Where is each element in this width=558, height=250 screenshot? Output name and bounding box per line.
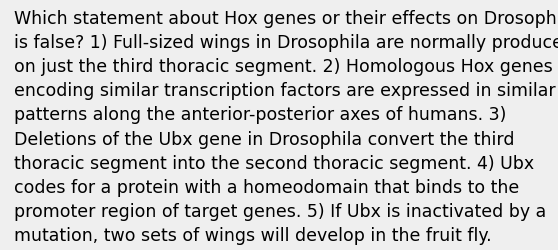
Text: Deletions of the Ubx gene in Drosophila convert the third: Deletions of the Ubx gene in Drosophila … (14, 130, 514, 148)
Text: encoding similar transcription factors are expressed in similar: encoding similar transcription factors a… (14, 82, 556, 100)
Text: mutation, two sets of wings will develop in the fruit fly.: mutation, two sets of wings will develop… (14, 226, 492, 244)
Text: codes for a protein with a homeodomain that binds to the: codes for a protein with a homeodomain t… (14, 178, 519, 196)
Text: patterns along the anterior-posterior axes of humans. 3): patterns along the anterior-posterior ax… (14, 106, 506, 124)
Text: Which statement about Hox genes or their effects on Drosophila: Which statement about Hox genes or their… (14, 10, 558, 28)
Text: on just the third thoracic segment. 2) Homologous Hox genes: on just the third thoracic segment. 2) H… (14, 58, 553, 76)
Text: thoracic segment into the second thoracic segment. 4) Ubx: thoracic segment into the second thoraci… (14, 154, 534, 172)
Text: promoter region of target genes. 5) If Ubx is inactivated by a: promoter region of target genes. 5) If U… (14, 202, 546, 220)
Text: is false? 1) Full-sized wings in Drosophila are normally produced: is false? 1) Full-sized wings in Drosoph… (14, 34, 558, 52)
